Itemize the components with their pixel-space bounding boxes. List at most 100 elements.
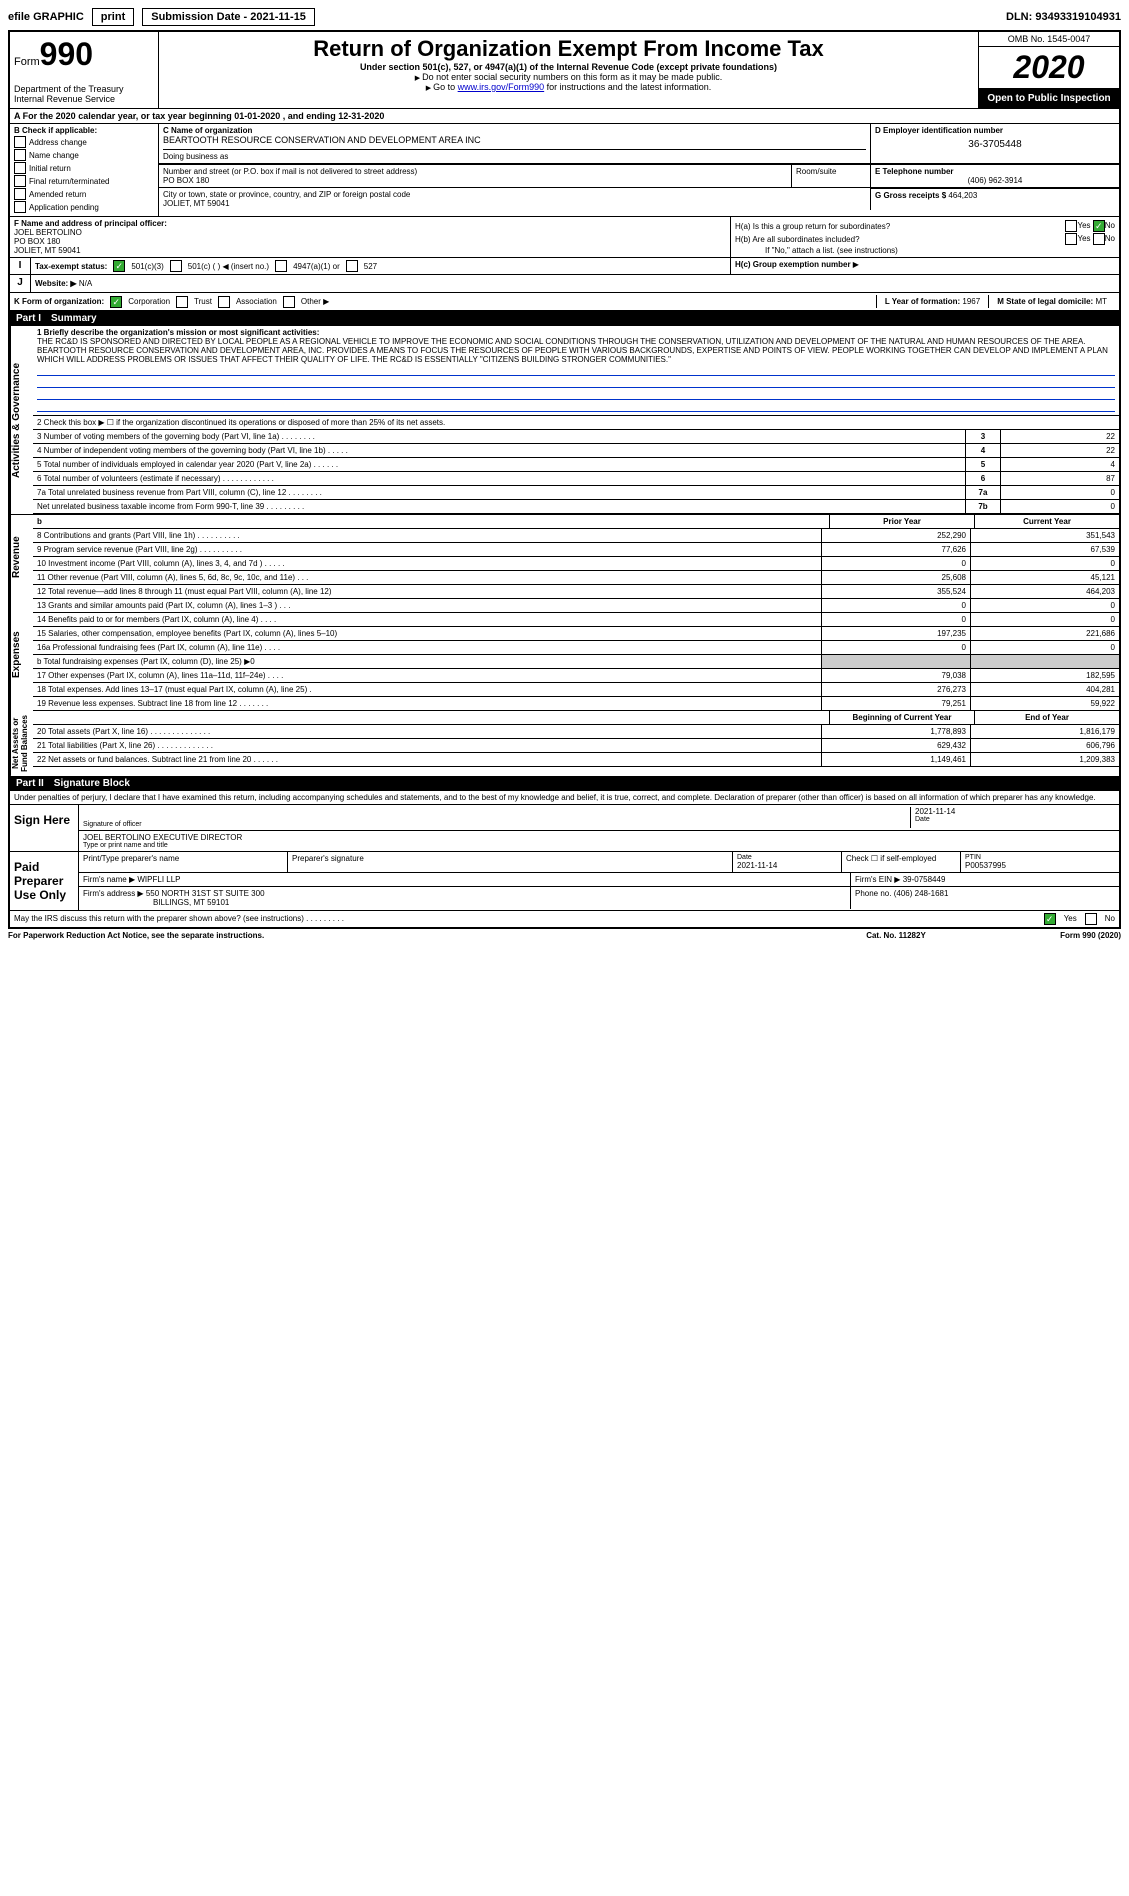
website-value: N/A (79, 279, 92, 288)
fin-row: 15 Salaries, other compensation, employe… (33, 627, 1119, 641)
prior-value: 197,235 (821, 627, 970, 640)
current-year-header: Current Year (974, 515, 1119, 529)
checkbox-ha-yes[interactable] (1065, 220, 1077, 232)
prior-value: 1,778,893 (821, 725, 970, 738)
checkbox-final-return[interactable] (14, 175, 26, 187)
efile-label: efile GRAPHIC (8, 11, 84, 23)
fin-row: 10 Investment income (Part VIII, column … (33, 557, 1119, 571)
checkbox-name-change[interactable] (14, 149, 26, 161)
current-value: 351,543 (970, 529, 1119, 542)
current-value: 45,121 (970, 571, 1119, 584)
checkbox-4947[interactable] (275, 260, 287, 272)
form-subtitle-3: Go to www.irs.gov/Form990 for instructio… (163, 82, 974, 92)
checkbox-assoc[interactable] (218, 296, 230, 308)
submission-date-button[interactable]: Submission Date - 2021-11-15 (142, 8, 315, 26)
phone-value: (406) 962-3914 (875, 176, 1115, 185)
fin-row: 19 Revenue less expenses. Subtract line … (33, 697, 1119, 711)
gross-receipts: 464,203 (948, 191, 977, 200)
top-bar: efile GRAPHIC print Submission Date - 20… (8, 8, 1121, 26)
checkbox-527[interactable] (346, 260, 358, 272)
checkbox-discuss-no[interactable] (1085, 913, 1097, 925)
line-7a-value: 0 (1000, 486, 1119, 499)
section-h: H(a) Is this a group return for subordin… (731, 217, 1119, 257)
checkbox-application[interactable] (14, 201, 26, 213)
current-value: 182,595 (970, 669, 1119, 682)
discuss-row: May the IRS discuss this return with the… (10, 911, 1119, 927)
fin-row: 14 Benefits paid to or for members (Part… (33, 613, 1119, 627)
current-value: 1,209,383 (970, 753, 1119, 766)
checkbox-address-change[interactable] (14, 136, 26, 148)
section-bcde: B Check if applicable: Address change Na… (10, 124, 1119, 217)
paid-preparer-section: Paid Preparer Use Only Print/Type prepar… (10, 852, 1119, 911)
fin-row: 20 Total assets (Part X, line 16) . . . … (33, 725, 1119, 739)
summary-line-5: 5 Total number of individuals employed i… (33, 458, 1119, 472)
ptin-value: P00537995 (965, 861, 1115, 870)
penalties-text: Under penalties of perjury, I declare th… (10, 791, 1119, 804)
org-city: JOLIET, MT 59041 (163, 199, 866, 208)
current-value: 0 (970, 557, 1119, 570)
sig-date: 2021-11-14 (915, 807, 1115, 816)
vert-activities-governance: Activities & Governance (10, 326, 33, 514)
dln-value: DLN: 93493319104931 (1006, 11, 1121, 23)
org-address: PO BOX 180 (163, 176, 787, 185)
officer-name: JOEL BERTOLINO (14, 228, 726, 237)
irs-link[interactable]: www.irs.gov/Form990 (458, 82, 545, 92)
checkbox-hb-no[interactable] (1093, 233, 1105, 245)
current-value: 0 (970, 613, 1119, 626)
beginning-year-header: Beginning of Current Year (829, 711, 974, 725)
summary-line-6: 6 Total number of volunteers (estimate i… (33, 472, 1119, 486)
checkbox-initial-return[interactable] (14, 162, 26, 174)
row-j: J Website: ▶ N/A (10, 275, 1119, 293)
dept-label: Department of the Treasury Internal Reve… (14, 84, 154, 104)
fin-row: 16a Professional fundraising fees (Part … (33, 641, 1119, 655)
checkbox-501c[interactable] (170, 260, 182, 272)
line-7b-value: 0 (1000, 500, 1119, 513)
print-button[interactable]: print (92, 8, 134, 26)
line-5-value: 4 (1000, 458, 1119, 471)
form-subtitle-1: Under section 501(c), 527, or 4947(a)(1)… (163, 62, 974, 72)
line-1-mission: 1 Briefly describe the organization's mi… (33, 326, 1119, 416)
prior-value: 0 (821, 613, 970, 626)
prior-value: 79,251 (821, 697, 970, 710)
line-16b: b Total fundraising expenses (Part IX, c… (33, 655, 1119, 669)
prior-value: 77,626 (821, 543, 970, 556)
firm-address: 550 NORTH 31ST ST SUITE 300 (146, 889, 265, 898)
checkbox-other[interactable] (283, 296, 295, 308)
form-title: Return of Organization Exempt From Incom… (163, 36, 974, 62)
current-value: 59,922 (970, 697, 1119, 710)
checkbox-ha-no[interactable] (1093, 220, 1105, 232)
checkbox-amended[interactable] (14, 188, 26, 200)
checkbox-discuss-yes[interactable] (1044, 913, 1056, 925)
calendar-year-row: A For the 2020 calendar year, or tax yea… (10, 109, 1119, 124)
b-marker: b (33, 515, 829, 529)
current-value: 0 (970, 599, 1119, 612)
fin-row: 12 Total revenue—add lines 8 through 11 … (33, 585, 1119, 599)
prior-value: 0 (821, 557, 970, 570)
form-subtitle-2: Do not enter social security numbers on … (163, 72, 974, 82)
checkbox-corp[interactable] (110, 296, 122, 308)
checkbox-trust[interactable] (176, 296, 188, 308)
prior-value: 276,273 (821, 683, 970, 696)
line-2: 2 Check this box ▶ ☐ if the organization… (33, 416, 1119, 430)
sign-here-section: Sign Here Signature of officer 2021-11-1… (10, 804, 1119, 852)
section-f: F Name and address of principal officer:… (10, 217, 731, 257)
current-value: 221,686 (970, 627, 1119, 640)
tax-year: 2020 (1013, 49, 1084, 85)
current-value: 606,796 (970, 739, 1119, 752)
summary-line-3: 3 Number of voting members of the govern… (33, 430, 1119, 444)
line-6-value: 87 (1000, 472, 1119, 485)
fin-row: 17 Other expenses (Part IX, column (A), … (33, 669, 1119, 683)
checkbox-hb-yes[interactable] (1065, 233, 1077, 245)
ein-value: 36-3705448 (875, 139, 1115, 150)
checkbox-501c3[interactable] (113, 260, 125, 272)
line-4-value: 22 (1000, 444, 1119, 457)
prior-value: 252,290 (821, 529, 970, 542)
fin-row: 11 Other revenue (Part VIII, column (A),… (33, 571, 1119, 585)
firm-name: WIPFLI LLP (137, 875, 180, 884)
prior-value: 25,608 (821, 571, 970, 584)
prior-value: 1,149,461 (821, 753, 970, 766)
form-header: Form990 Department of the Treasury Inter… (10, 32, 1119, 109)
part-1-header: Part I Summary (10, 311, 1119, 326)
prior-value: 79,038 (821, 669, 970, 682)
current-value: 464,203 (970, 585, 1119, 598)
